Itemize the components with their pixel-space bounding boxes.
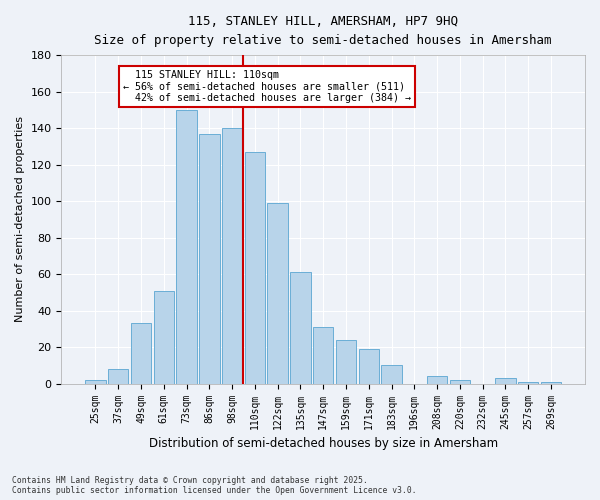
Text: Contains HM Land Registry data © Crown copyright and database right 2025.
Contai: Contains HM Land Registry data © Crown c…	[12, 476, 416, 495]
Title: 115, STANLEY HILL, AMERSHAM, HP7 9HQ
Size of property relative to semi-detached : 115, STANLEY HILL, AMERSHAM, HP7 9HQ Siz…	[94, 15, 552, 47]
Bar	[222, 128, 242, 384]
Bar	[541, 382, 561, 384]
Bar	[154, 290, 174, 384]
Bar	[176, 110, 197, 384]
Bar	[449, 380, 470, 384]
Y-axis label: Number of semi-detached properties: Number of semi-detached properties	[15, 116, 25, 322]
Bar	[108, 369, 128, 384]
Bar	[313, 327, 334, 384]
Bar	[245, 152, 265, 384]
Bar	[290, 272, 311, 384]
Bar	[199, 134, 220, 384]
Bar	[518, 382, 538, 384]
Bar	[381, 366, 402, 384]
Bar	[131, 324, 151, 384]
Text: 115 STANLEY HILL: 110sqm
← 56% of semi-detached houses are smaller (511)
  42% o: 115 STANLEY HILL: 110sqm ← 56% of semi-d…	[123, 70, 411, 103]
Bar	[495, 378, 515, 384]
Bar	[85, 380, 106, 384]
X-axis label: Distribution of semi-detached houses by size in Amersham: Distribution of semi-detached houses by …	[149, 437, 498, 450]
Bar	[268, 203, 288, 384]
Bar	[336, 340, 356, 384]
Bar	[427, 376, 448, 384]
Bar	[359, 349, 379, 384]
